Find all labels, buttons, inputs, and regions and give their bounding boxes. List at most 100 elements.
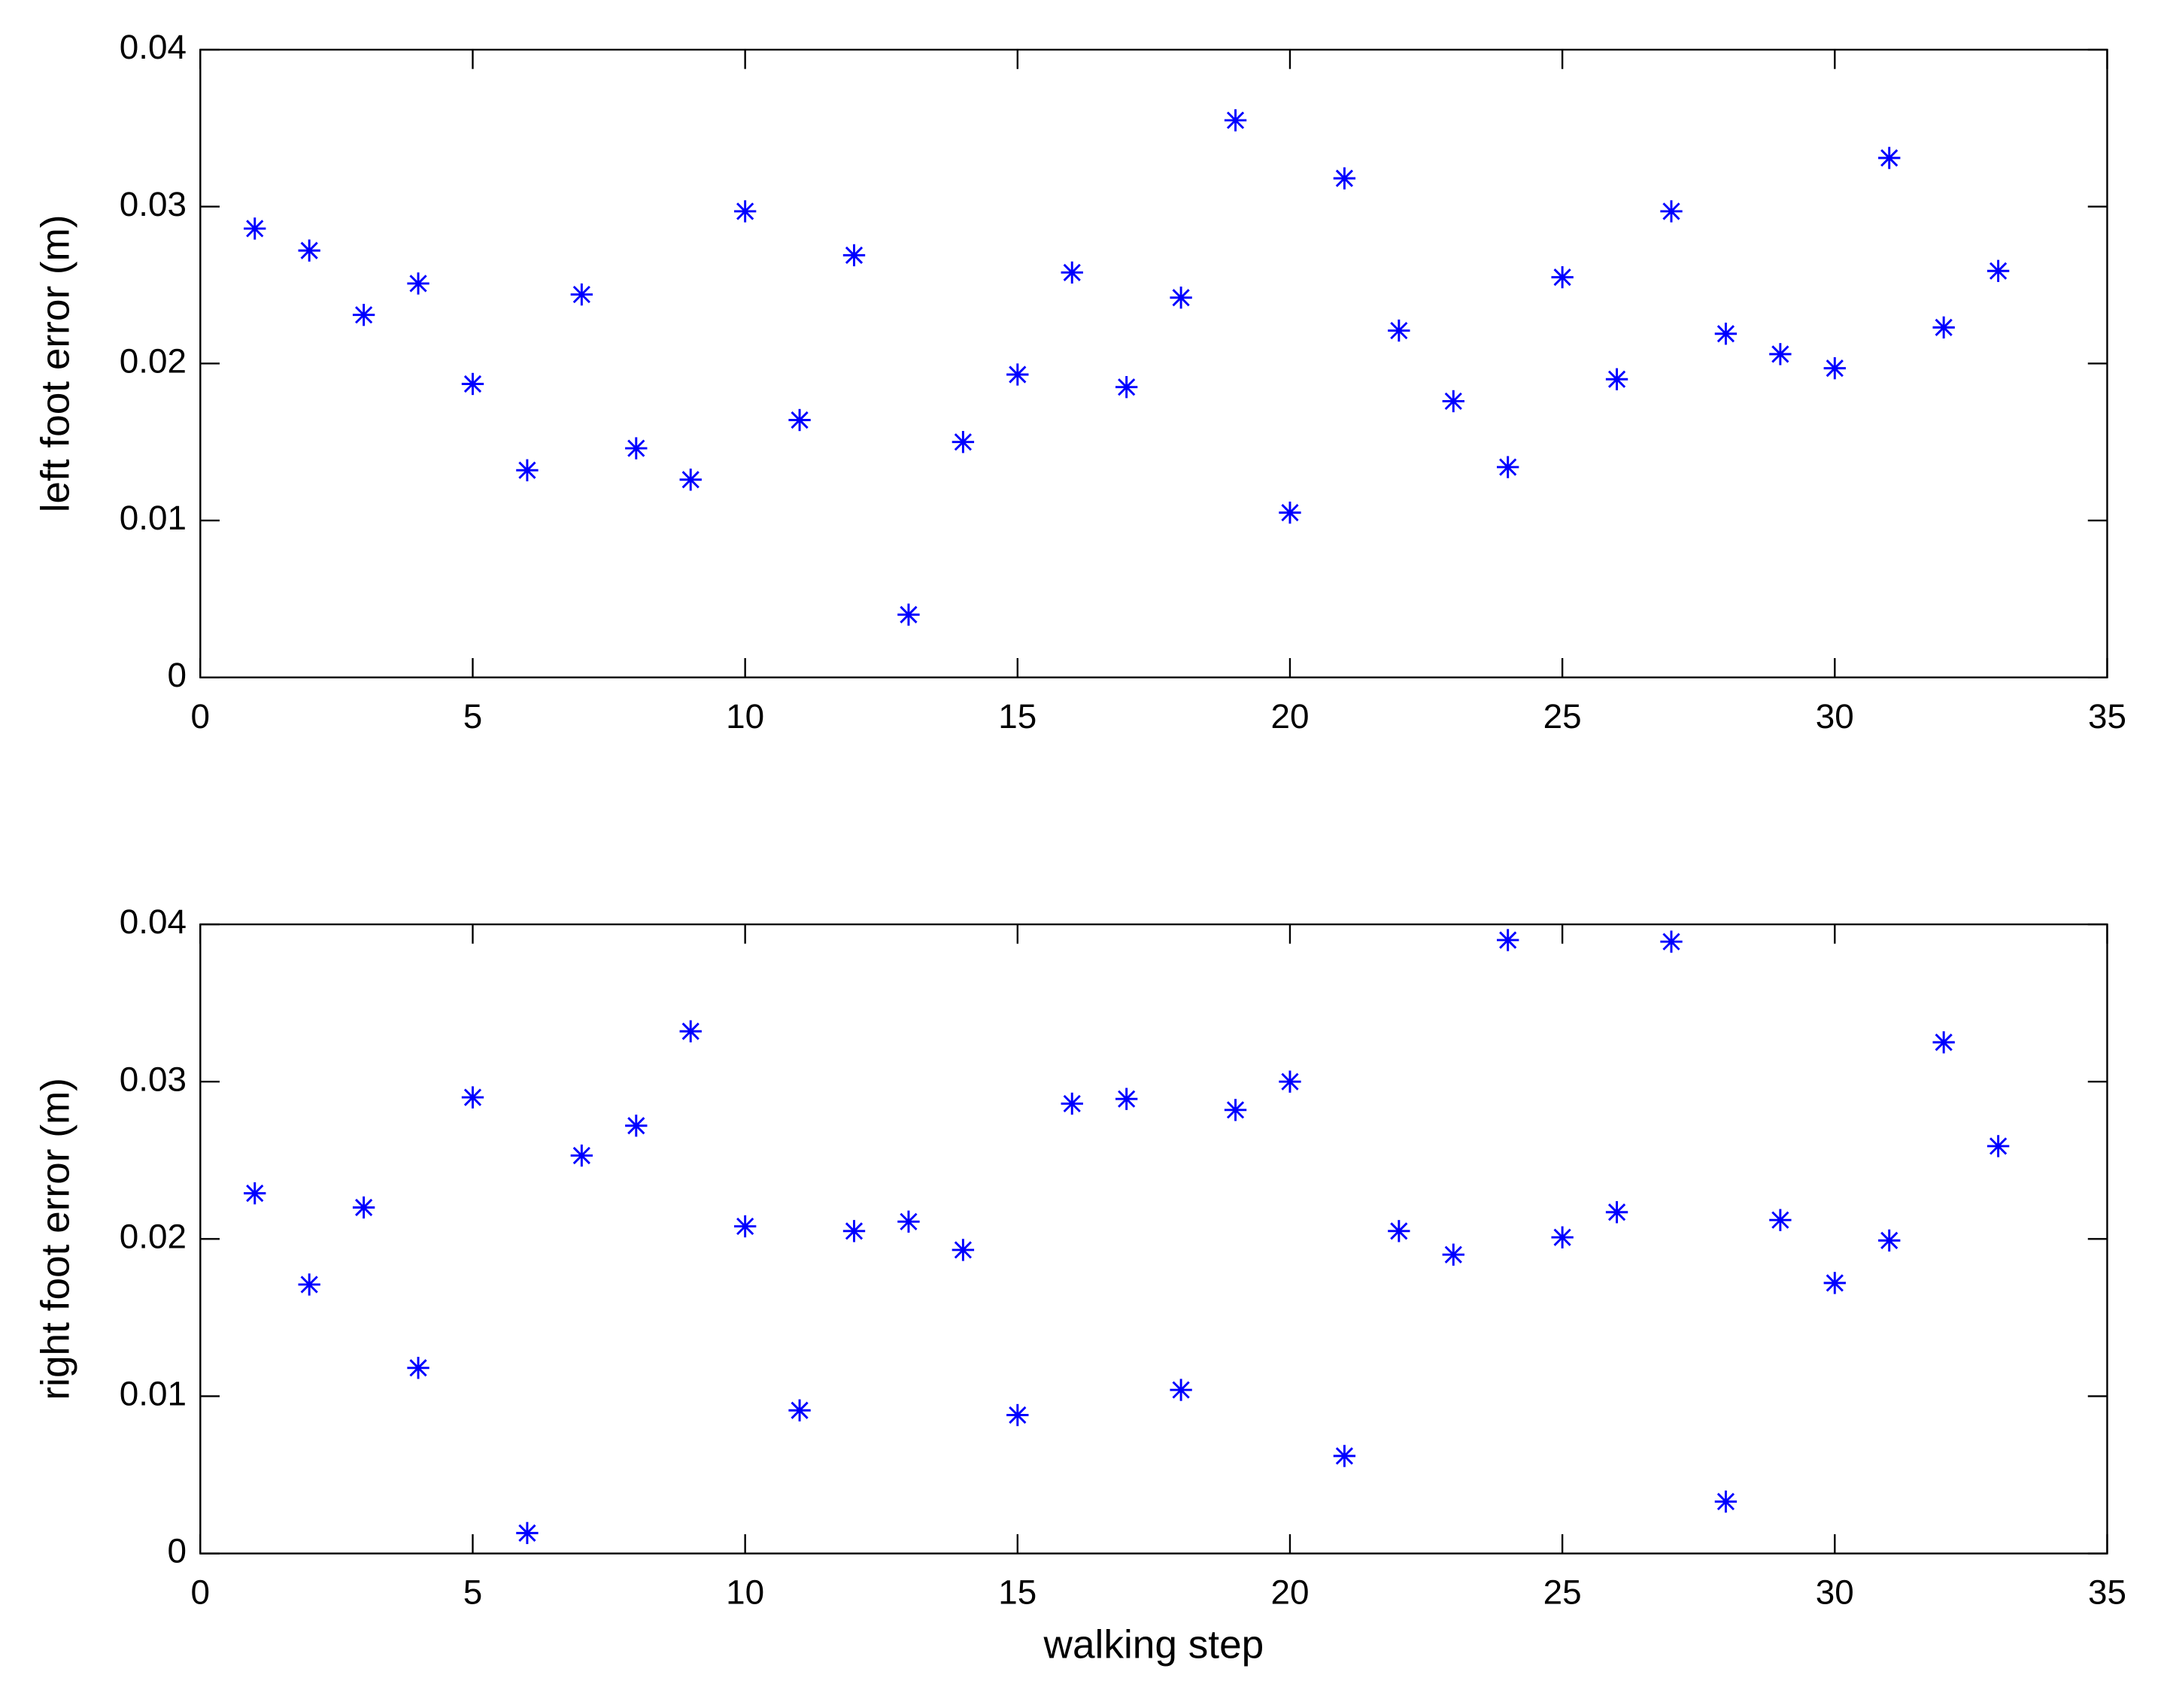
point [1986,1135,2010,1157]
y-tick-label: 0 [167,655,187,694]
point [1061,261,1083,284]
point [1497,929,1519,951]
point [352,1196,375,1219]
point [407,272,429,295]
marker-stroke [1172,1381,1190,1399]
y-tick-label: 0.03 [120,1059,187,1098]
axes-box [199,923,2108,1555]
point [1388,319,1410,342]
marker-stroke [300,241,318,259]
x-tick-label: 35 [2088,1573,2126,1612]
point [1061,1092,1083,1115]
x-axis-label: walking step [1043,1622,1264,1667]
x-tick-label: 20 [1270,1573,1309,1612]
marker-stroke [1826,359,1844,378]
marker-stroke [1880,1231,1898,1249]
marker-stroke [300,1276,318,1294]
point [1006,1403,1029,1427]
x-tick-label: 10 [726,696,764,736]
point [842,1220,866,1242]
marker-stroke [791,411,809,429]
point [352,304,375,326]
point [1932,316,1955,339]
point [1769,343,1792,366]
point [788,1399,811,1421]
point [461,372,484,396]
marker-stroke [1172,289,1190,307]
marker-stroke [1826,1274,1844,1292]
point [679,1020,702,1042]
point [1660,200,1683,223]
marker-stroke [409,1359,427,1377]
y-tick-label: 0.01 [120,498,187,537]
point [461,1086,484,1109]
point [1442,390,1464,413]
point [1660,930,1683,953]
plot: 0 0.01 0.02 0.03 0.04 0 5 10 15 20 25 30 35 right foo… [33,902,2126,1667]
point [1714,1490,1738,1513]
marker-stroke [1771,1211,1789,1229]
point [1333,1445,1356,1467]
x-tick-label: 25 [1543,1573,1582,1612]
marker-stroke [1335,1447,1354,1465]
point [1769,1209,1792,1231]
marker-stroke [1444,392,1462,411]
point [1224,1099,1247,1121]
point [1986,259,2010,282]
point [516,459,539,481]
point [897,603,920,626]
marker-stroke [1499,931,1517,949]
point [951,1239,975,1261]
marker-stroke [1935,318,1953,336]
marker-stroke [355,1198,373,1217]
point [1170,287,1192,309]
y-tick-label: 0.02 [120,1216,187,1255]
marker-stroke [246,220,264,238]
marker-stroke [572,285,590,304]
marker-stroke [681,1022,700,1040]
point [570,1144,593,1167]
point [1714,323,1738,345]
marker-stroke [1118,378,1136,396]
marker-stroke [1390,1222,1408,1240]
marker-stroke [1607,1203,1626,1221]
point [1442,1243,1464,1266]
marker-stroke [1553,268,1571,287]
x-tick-label: 30 [1816,696,1854,736]
point [1279,501,1301,524]
marker-stroke [1009,366,1027,384]
marker-stroke [355,306,373,324]
marker-stroke [1226,111,1245,129]
marker-stroke [1281,1072,1299,1091]
y-axis-label: left foot error (m) [33,214,77,512]
marker-stroke [1662,933,1680,951]
marker-stroke [1063,263,1081,281]
marker-stroke [1989,262,2008,280]
y-tick-label: 0.02 [120,341,187,380]
point [625,1115,648,1137]
point [1551,1226,1574,1248]
point [1497,456,1519,478]
point [1388,1220,1410,1242]
x-tick-label: 35 [2088,696,2126,736]
marker-stroke [1716,1492,1735,1511]
marker-stroke [1335,169,1354,187]
x-tick-label: 0 [191,1573,211,1612]
point [1878,147,1901,169]
point [1279,1070,1301,1093]
y-tick-label: 0.04 [120,902,187,941]
y-axis-label: right foot error (m) [33,1078,77,1400]
x-tick-label: 15 [998,696,1036,736]
marker-stroke [791,1401,809,1419]
point [1605,1201,1628,1224]
y-tick-label: 0.04 [120,27,187,66]
marker-stroke [1499,458,1517,476]
point [516,1521,539,1545]
y-tick-label: 0.01 [120,1374,187,1413]
point [733,200,757,223]
marker-stroke [1607,370,1626,388]
x-tick-label: 5 [463,696,483,736]
marker-stroke [463,1088,482,1106]
marker-stroke [845,246,863,264]
